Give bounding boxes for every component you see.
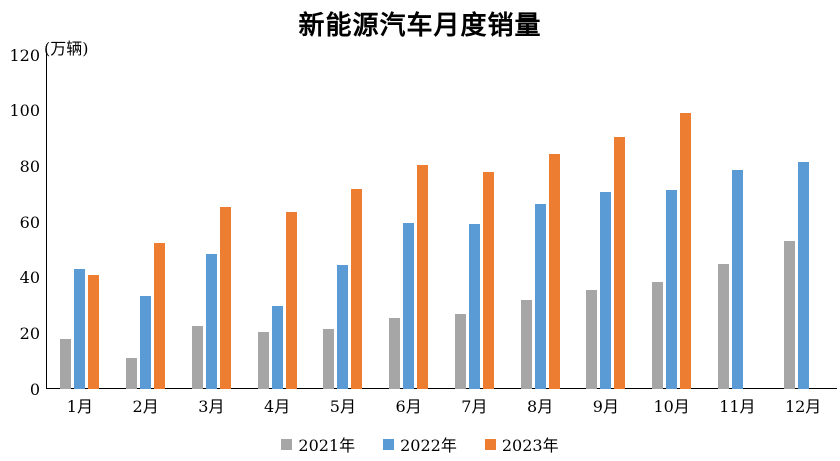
bar (731, 170, 743, 389)
bar (88, 275, 100, 389)
x-category-label: 8月 (527, 397, 554, 416)
bar (680, 113, 692, 389)
bar (797, 162, 809, 389)
y-tick-label: 100 (9, 101, 40, 121)
legend-label: 2022年 (400, 436, 457, 455)
bar (417, 164, 429, 389)
x-category-label: 6月 (395, 397, 422, 416)
bar (548, 153, 560, 389)
bar (586, 289, 598, 389)
x-category-label: 5月 (329, 397, 356, 416)
x-category-label: 3月 (198, 397, 225, 416)
bar (351, 189, 363, 389)
x-category-label: 10月 (653, 397, 690, 416)
bar (454, 313, 466, 389)
legend-item: 2022年 (383, 432, 457, 456)
bar (205, 254, 217, 389)
y-tick-label: 40 (19, 268, 40, 288)
bar (140, 296, 152, 389)
bar (323, 328, 335, 389)
legend-swatch-icon (281, 438, 293, 450)
legend-item: 2021年 (281, 432, 355, 456)
bar (717, 263, 729, 389)
x-category-label: 9月 (592, 397, 619, 416)
bar (219, 207, 231, 389)
y-tick-label: 60 (19, 212, 40, 232)
x-category-label: 1月 (66, 397, 93, 416)
legend-swatch-icon (383, 438, 395, 450)
x-category-label: 11月 (719, 397, 756, 416)
bar (403, 223, 415, 389)
y-tick-label: 80 (19, 156, 40, 176)
y-axis-line (46, 51, 47, 389)
x-axis-line (46, 388, 837, 389)
bar (257, 331, 269, 389)
bar (482, 171, 494, 389)
bar (783, 241, 795, 389)
chart-title: 新能源汽车月度销量 (298, 11, 542, 41)
bar (600, 191, 612, 389)
bar (126, 358, 138, 389)
x-category-label: 12月 (784, 397, 822, 416)
bar (271, 305, 283, 389)
bar (520, 299, 532, 389)
y-tick-label: 120 (9, 45, 40, 65)
legend-label: 2021年 (298, 436, 356, 455)
bar (154, 242, 166, 389)
bar (60, 339, 72, 389)
y-tick-label: 20 (19, 323, 40, 343)
y-axis-unit-label: (万辆) (44, 39, 89, 58)
legend: 2021年 2022年 2023年 (0, 432, 840, 456)
legend-label: 2023年 (501, 436, 559, 455)
bar (389, 317, 401, 389)
bar (337, 264, 349, 389)
y-tick-label: 0 (29, 379, 40, 399)
bar (191, 326, 203, 389)
bar (614, 137, 626, 389)
legend-item: 2023年 (484, 432, 559, 456)
bar (534, 203, 546, 389)
x-category-label: 2月 (132, 397, 159, 416)
bar (74, 269, 86, 389)
bar (285, 211, 297, 389)
bar (468, 223, 480, 389)
x-category-label: 4月 (264, 397, 291, 416)
bar (652, 282, 664, 389)
bar (666, 190, 678, 389)
legend-swatch-icon (484, 438, 496, 450)
x-category-label: 7月 (461, 397, 488, 416)
